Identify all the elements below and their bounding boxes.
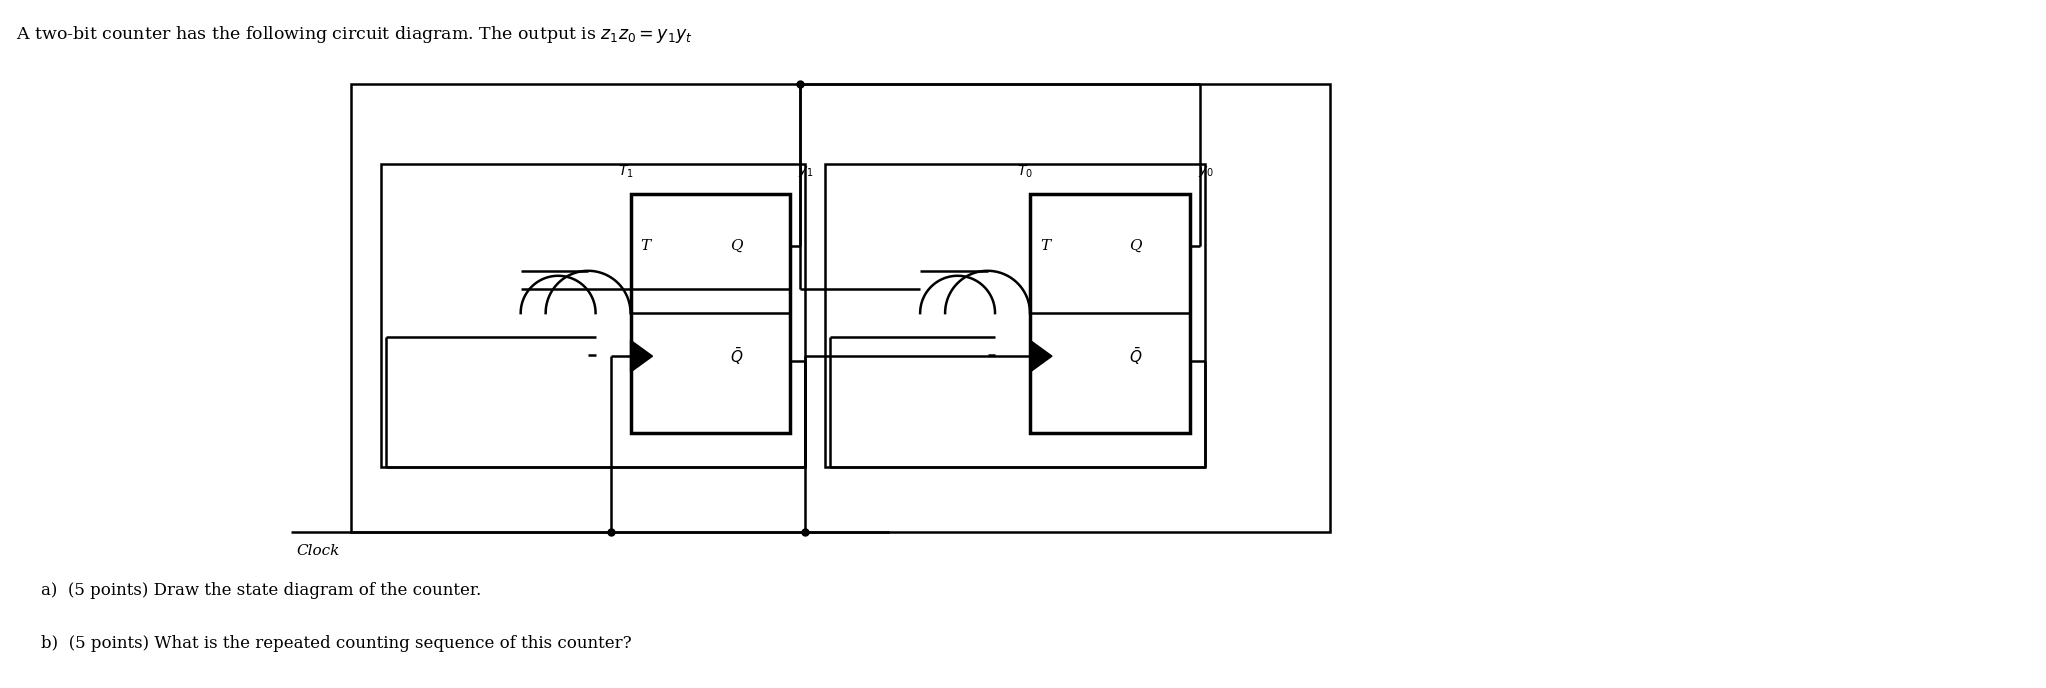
- Bar: [630, 193, 790, 433]
- Text: b)  (5 points) What is the repeated counting sequence of this counter?: b) (5 points) What is the repeated count…: [41, 635, 632, 652]
- Polygon shape: [630, 340, 653, 372]
- Text: A two-bit counter has the following circuit diagram. The output is $z_1z_0 = y_1: A two-bit counter has the following circ…: [16, 24, 694, 45]
- Text: $\bar{Q}$: $\bar{Q}$: [1129, 345, 1142, 367]
- Bar: [825, 164, 1205, 468]
- Bar: [352, 84, 1330, 533]
- Text: T: T: [1039, 239, 1050, 253]
- Text: Q: Q: [1129, 239, 1142, 253]
- Text: $y_1$: $y_1$: [798, 164, 814, 179]
- Text: $T_0$: $T_0$: [1017, 164, 1033, 180]
- Polygon shape: [1029, 340, 1052, 372]
- Text: Q: Q: [730, 239, 743, 253]
- Text: T: T: [640, 239, 651, 253]
- Bar: [381, 164, 806, 468]
- Text: Clock: Clock: [297, 544, 340, 558]
- Text: $y_0$: $y_0$: [1197, 164, 1213, 179]
- Bar: [1029, 193, 1191, 433]
- Text: $\bar{Q}$: $\bar{Q}$: [730, 345, 743, 367]
- Text: $T_1$: $T_1$: [618, 164, 634, 180]
- Text: a)  (5 points) Draw the state diagram of the counter.: a) (5 points) Draw the state diagram of …: [41, 582, 481, 599]
